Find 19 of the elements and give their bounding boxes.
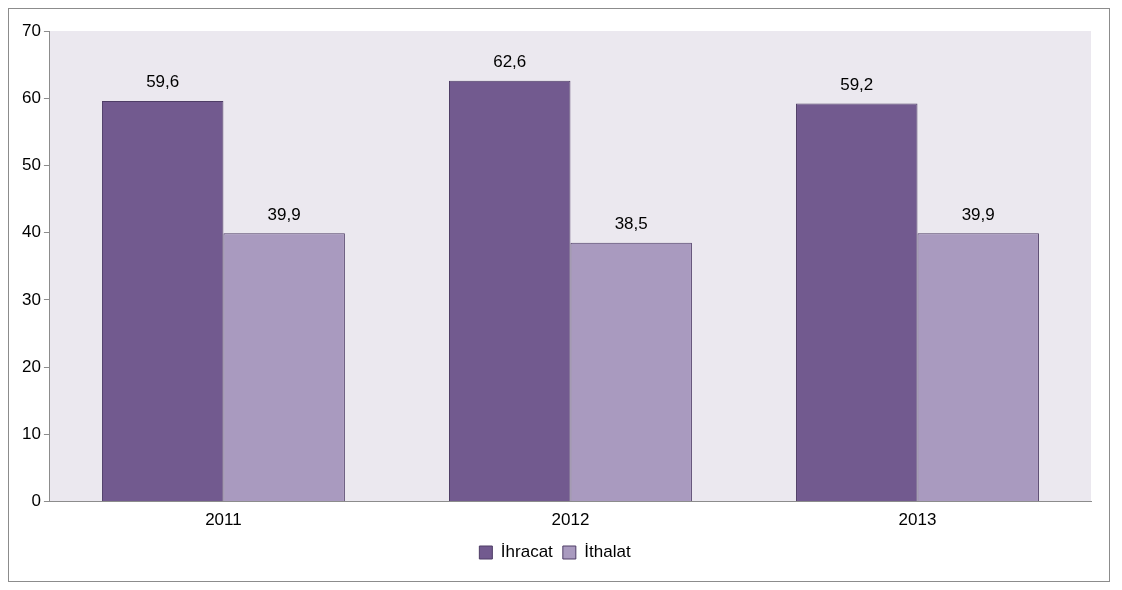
x-tick-label: 2013 — [898, 510, 937, 530]
data-label: 39,9 — [267, 204, 301, 224]
legend-label: İthalat — [584, 542, 631, 562]
data-label: 38,5 — [614, 213, 648, 233]
y-tick-label: 10 — [21, 424, 41, 444]
y-tick-label: 0 — [31, 491, 41, 511]
legend-label: İhracat — [500, 542, 554, 562]
y-tick-label: 50 — [21, 155, 41, 175]
y-tick-label: 40 — [21, 222, 41, 242]
x-tick-label: 2012 — [551, 510, 590, 530]
y-tick-label: 20 — [21, 356, 41, 376]
data-label: 59,2 — [840, 74, 874, 94]
data-label: 62,6 — [493, 51, 527, 71]
y-tick-label: 60 — [21, 87, 41, 107]
y-tick-label: 30 — [21, 289, 41, 309]
data-label: 59,6 — [146, 72, 180, 92]
data-label: 39,9 — [961, 204, 995, 224]
y-tick-label: 70 — [21, 20, 41, 40]
x-tick-label: 2011 — [205, 510, 242, 530]
